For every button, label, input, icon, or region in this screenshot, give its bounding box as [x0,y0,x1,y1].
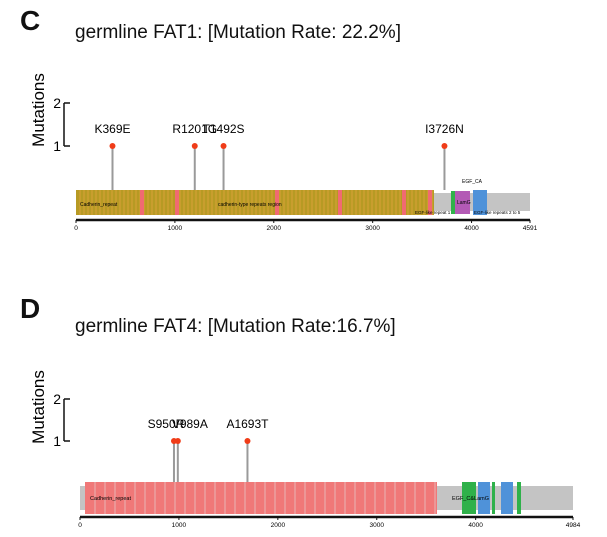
panel-c-domain-label-egf-2-5: EGF-like repeats 2 to 5 [474,210,521,215]
panel-c-repeat-boundary [338,190,342,215]
panel-c-domain-label-cadherin-repeat: Cadherin_repeat [80,202,118,208]
mutation-label: V989A [172,417,208,431]
panel-c-y-label: Mutations [29,73,48,147]
panel-c-domain-label-egf-ca: EGF_CA [462,179,483,185]
mutation-label: S950R [148,417,185,431]
x-tick-label: 3000 [370,522,385,529]
panel-d-domain-label-cadherin-repeat: Cadherin_repeat [90,496,131,502]
panel-d-title: germline FAT4: [Mutation Rate:16.7%] [75,316,396,337]
panel-d-blue-domain [501,482,513,514]
panel-d-domain-label-egf-lamg: EGF_C&LamG [452,496,489,502]
panel-c-y-tick-label-2: 2 [53,95,61,111]
x-tick-label: 0 [78,522,82,529]
panel-d-blue-domain [478,482,490,514]
panel-c-egf-green-domain [451,191,455,214]
x-tick-label: 2000 [267,225,282,232]
x-tick-label: 2000 [271,522,286,529]
x-tick-label: 1000 [172,522,187,529]
mutation-marker [441,143,448,149]
panel-c-domain-label-lamg: LamG [457,200,471,206]
x-tick-label: 0 [74,225,78,232]
panel-c-repeat-boundary [428,190,432,215]
mutation-label: A1693T [226,417,269,431]
mutation-marker [220,143,227,149]
panel-d-green-domain [492,482,495,514]
panel-d-cadherin-stripes [94,482,436,514]
x-tick-label: 4000 [468,522,483,529]
panel-c-letter: C [20,5,41,36]
x-tick-label: 4000 [464,225,479,232]
panel-c-repeat-boundary [175,190,179,215]
panel-d-letter: D [20,293,41,324]
panel-d-y-tick-label-2: 2 [53,391,61,407]
panel-d-cadherin-region [85,482,437,514]
x-tick-label: 4984 [566,522,581,529]
x-tick-label: 4591 [523,225,538,232]
mutation-marker [244,438,251,444]
mutation-label: R1201G [172,122,217,136]
panel-c-title: germline FAT1: [Mutation Rate: 22.2%] [75,22,401,43]
x-tick-label: 3000 [365,225,380,232]
panel-c-domain-label-egf-1: EGF-like repeat 1 [415,210,451,215]
panel-d-green-domain [462,482,476,514]
panel-c-repeat-boundary [402,190,406,215]
mutation-label: T1492S [203,122,245,136]
panel-d-y-tick-label-1: 1 [53,433,61,449]
x-tick-label: 1000 [168,225,183,232]
panel-c-y-tick-label-1: 1 [53,138,61,154]
mutation-label: I3726N [425,122,464,136]
mutation-label: K369E [94,122,130,136]
panel-c-plot: Mutations 2 1 Cadherin_repeat cadherin-t… [29,73,538,232]
panel-d-y-label: Mutations [29,370,48,444]
mutation-marker [191,143,198,149]
mutation-marker [109,143,116,149]
panel-c-x-ticks: 0 1000 2000 3000 4000 4591 [74,220,538,232]
panel-c-repeat-boundary [140,190,144,215]
panel-c-repeat-boundary [275,190,279,215]
panel-c-egf-blue-domain [473,190,487,215]
panel-d-x-ticks: 0 1000 2000 3000 4000 4984 [78,517,581,529]
panel-c-domain-label-cadherin-region: cadherin-type repeats region [218,202,282,208]
panel-c-lamg-domain [455,191,470,214]
mutation-marker [174,438,181,444]
panel-d-green-domain [517,482,521,514]
panel-d-plot: Mutations 2 1 Cadherin_repeat EGF_C&LamG… [29,370,581,529]
